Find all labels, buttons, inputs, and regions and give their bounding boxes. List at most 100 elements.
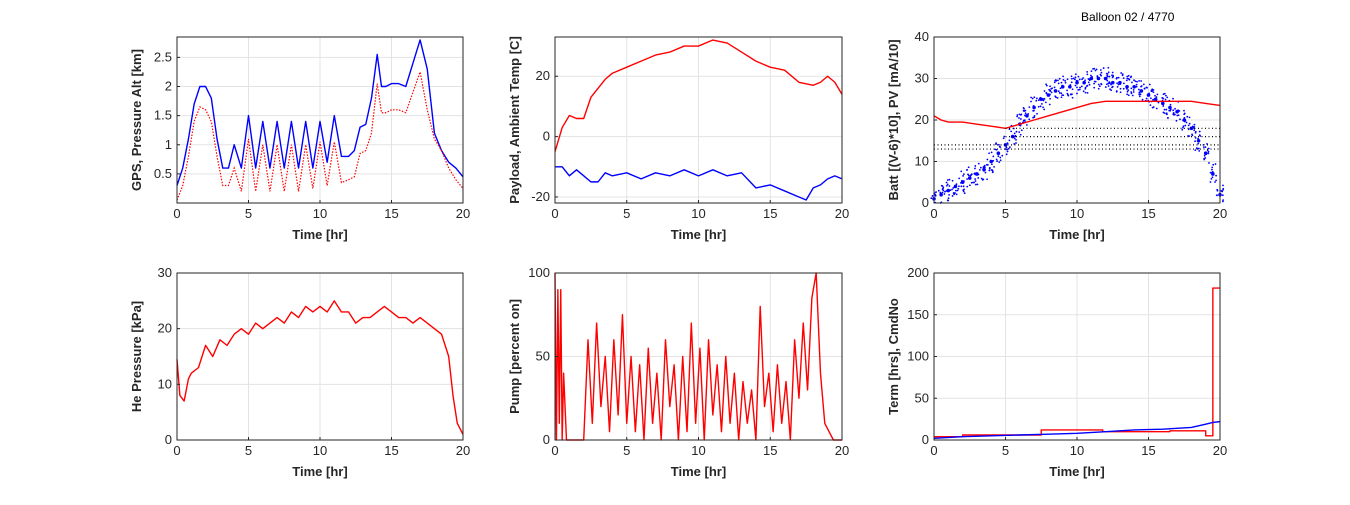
y-tick-label: 10 <box>158 376 172 391</box>
data-point <box>1073 78 1076 81</box>
data-point <box>1112 74 1114 77</box>
data-point <box>1165 108 1168 111</box>
data-point <box>1049 90 1052 92</box>
data-point <box>1130 91 1133 93</box>
data-point <box>1024 112 1027 115</box>
data-point <box>1154 94 1156 97</box>
data-point <box>1037 99 1040 102</box>
data-point <box>1006 148 1008 151</box>
data-point <box>1183 112 1186 115</box>
data-point <box>1198 130 1201 133</box>
data-point <box>1211 166 1214 169</box>
data-point <box>947 189 949 192</box>
data-point <box>1072 77 1075 80</box>
data-point <box>1014 134 1017 137</box>
series-line <box>176 39 464 186</box>
data-point <box>1138 93 1141 96</box>
data-point <box>1032 116 1034 119</box>
chart-panel-5: 0 5 10 15 20 0 50 100 Time [hr] Pump [percent on] <box>507 265 849 479</box>
data-point <box>990 151 993 154</box>
chart-panel-4: 0 5 10 15 20 0 10 20 30 Time [hr] He Pressure [kPa… <box>129 265 470 479</box>
data-point <box>1117 83 1120 86</box>
data-point <box>1183 109 1185 112</box>
data-point <box>1105 83 1108 86</box>
data-point <box>1067 94 1070 97</box>
data-point <box>1136 80 1138 83</box>
x-axis-label: Time [hr] <box>292 227 347 242</box>
y-axis-label: Payload, Ambient Temp [C] <box>507 36 522 204</box>
data-point <box>940 184 943 187</box>
data-point <box>943 193 946 195</box>
data-point <box>1061 84 1064 87</box>
data-point <box>974 183 977 186</box>
data-point <box>1071 88 1074 91</box>
data-point <box>1081 78 1083 81</box>
data-point <box>982 166 985 169</box>
data-point <box>966 185 969 188</box>
data-point <box>992 159 995 162</box>
data-point <box>952 192 955 195</box>
data-point <box>1001 154 1004 157</box>
x-axis-label: Time [hr] <box>671 227 726 242</box>
y-tick-label: 10 <box>915 154 929 169</box>
x-tick-label: 20 <box>835 206 849 221</box>
data-point <box>1215 174 1217 177</box>
data-point <box>1119 83 1122 85</box>
data-point <box>1163 112 1166 114</box>
data-point <box>1172 97 1174 100</box>
data-point <box>935 191 937 193</box>
data-point <box>1121 73 1124 75</box>
data-point <box>1042 106 1044 109</box>
data-point <box>1093 82 1095 85</box>
data-point <box>1130 75 1133 78</box>
data-point <box>1025 124 1028 126</box>
data-point <box>1139 89 1144 93</box>
data-point <box>1133 79 1135 82</box>
x-tick-label: 5 <box>1002 206 1009 221</box>
data-point <box>1132 88 1135 91</box>
data-point <box>1131 81 1133 84</box>
data-point <box>1074 84 1077 87</box>
data-point <box>1089 74 1092 77</box>
x-tick-label: 10 <box>1070 443 1084 458</box>
data-point <box>1070 77 1073 80</box>
data-point <box>991 170 994 173</box>
data-point <box>1140 85 1142 88</box>
data-point <box>1076 86 1078 89</box>
data-point <box>974 180 977 182</box>
data-point <box>1100 71 1103 74</box>
data-point <box>1125 85 1129 89</box>
data-point <box>956 189 959 192</box>
data-point <box>1080 85 1083 88</box>
data-point <box>1022 109 1025 112</box>
data-point <box>1049 93 1051 96</box>
data-point <box>1076 92 1078 95</box>
data-point <box>959 181 962 184</box>
data-point <box>1152 106 1155 108</box>
data-point <box>1033 96 1036 99</box>
data-point <box>1060 81 1063 84</box>
data-point <box>1155 96 1158 98</box>
data-point <box>986 164 989 166</box>
data-point <box>1216 189 1219 192</box>
data-point <box>1126 77 1129 80</box>
data-point <box>1016 115 1019 118</box>
data-point <box>1109 82 1111 85</box>
data-point <box>1187 124 1190 127</box>
data-point <box>1019 118 1022 120</box>
data-point <box>1088 78 1091 81</box>
data-point <box>1048 103 1051 106</box>
data-point <box>1138 95 1141 98</box>
data-point <box>1125 87 1128 90</box>
data-point <box>1082 77 1085 79</box>
data-point <box>1116 85 1119 88</box>
data-point <box>1111 76 1114 79</box>
data-point <box>1019 133 1022 136</box>
data-point <box>1132 91 1135 93</box>
data-point <box>999 156 1002 159</box>
data-point <box>1156 93 1159 96</box>
data-point <box>1207 152 1210 155</box>
data-point <box>995 158 998 161</box>
data-point <box>977 177 980 179</box>
data-point <box>1157 101 1160 104</box>
